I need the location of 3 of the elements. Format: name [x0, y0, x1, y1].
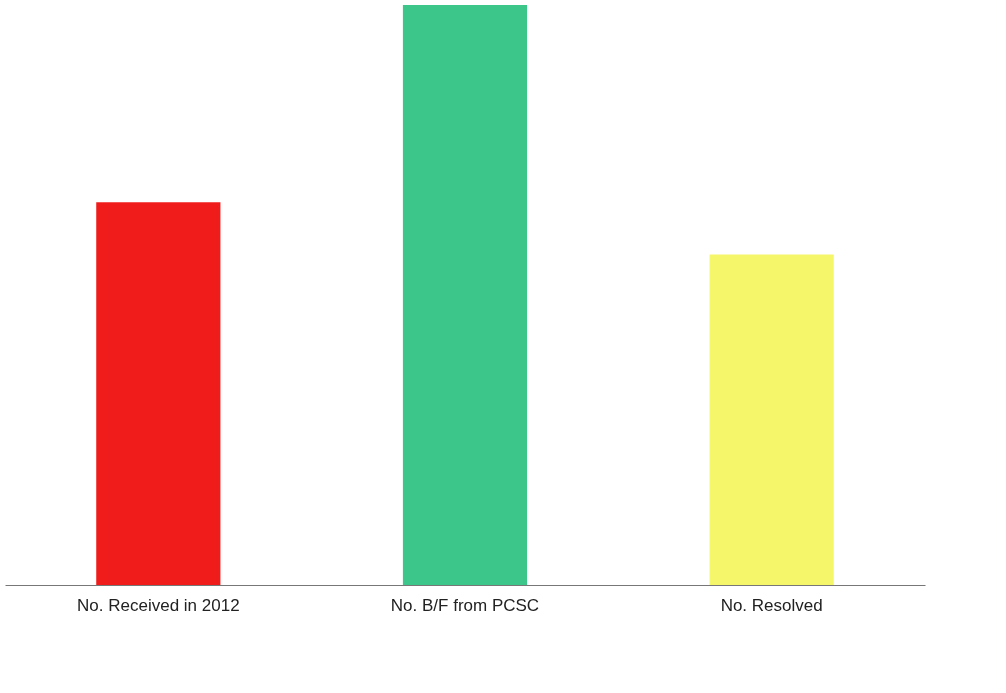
x-tick-label: No. Received in 2012: [77, 595, 240, 615]
x-tick-label: No. B/F from PCSC: [390, 595, 540, 615]
x-tick-label: No. Resolved: [720, 595, 823, 615]
